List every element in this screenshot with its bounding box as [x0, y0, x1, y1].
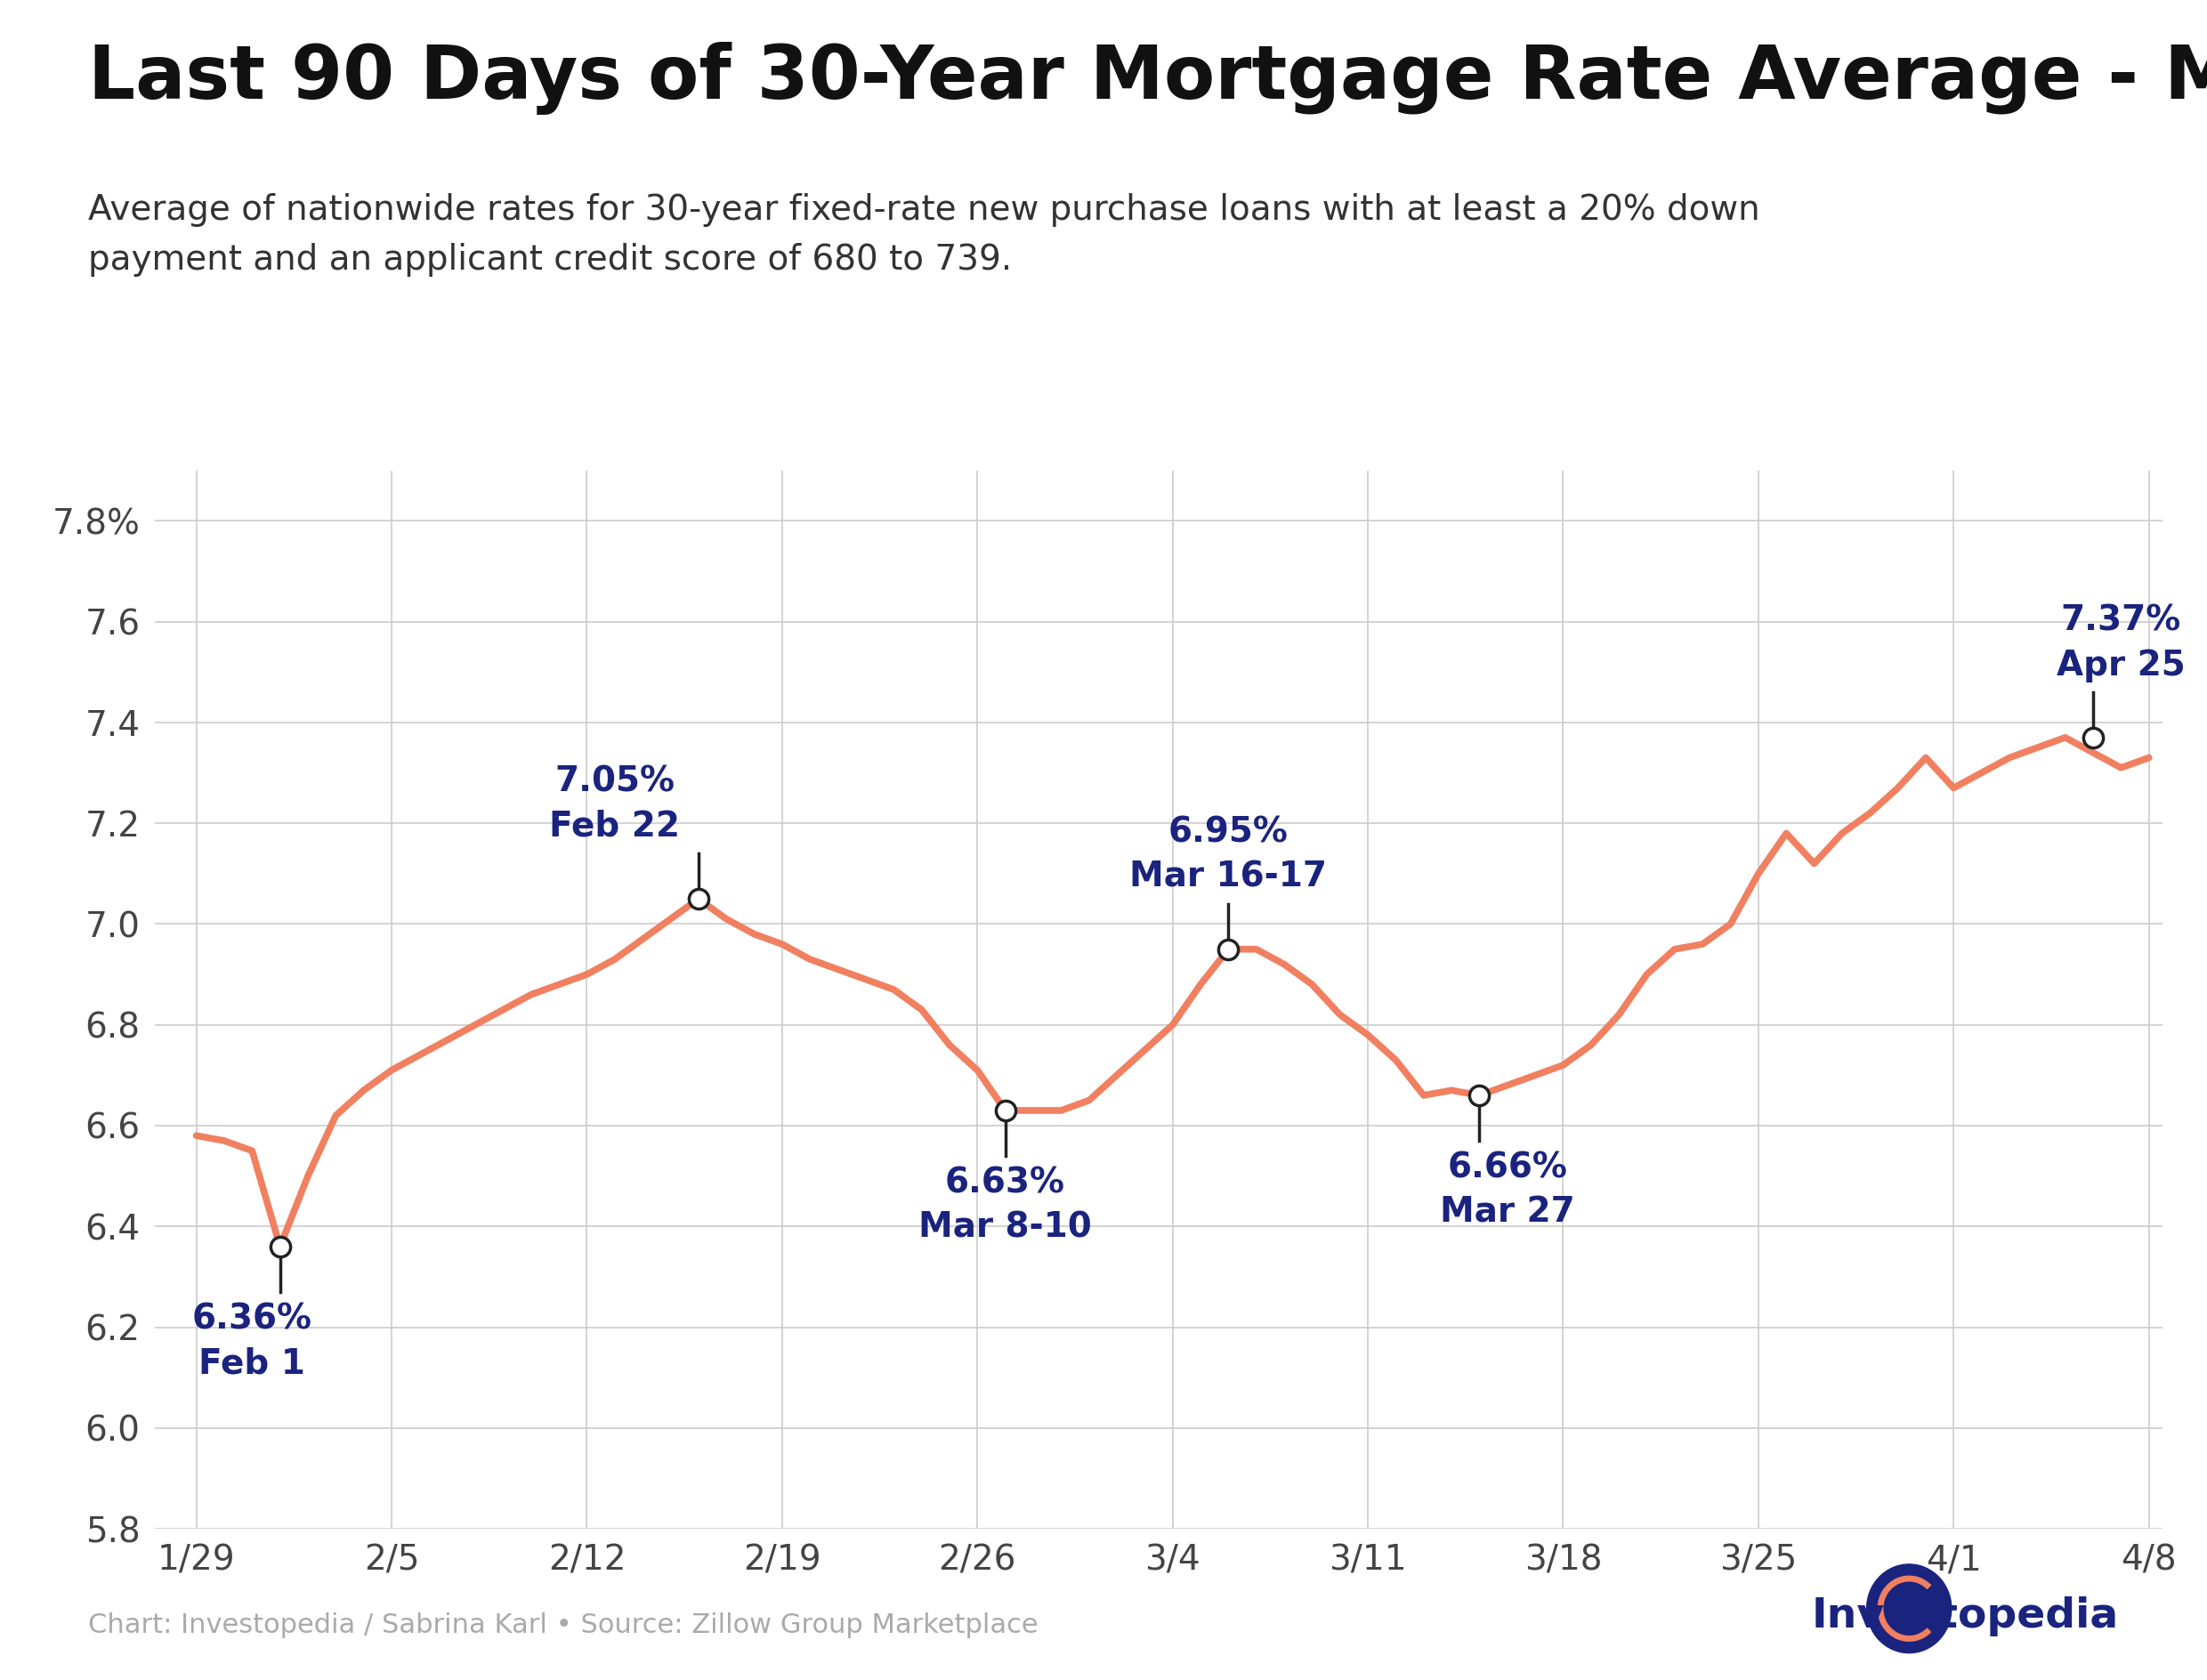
Text: Last 90 Days of 30-Year Mortgage Rate Average - May 1, 2024: Last 90 Days of 30-Year Mortgage Rate Av…	[88, 42, 2207, 114]
Text: 6.66%
Mar 27: 6.66% Mar 27	[1439, 1151, 1576, 1230]
Text: 7.05%
Feb 22: 7.05% Feb 22	[550, 764, 680, 843]
Text: 6.95%
Mar 16-17: 6.95% Mar 16-17	[1130, 815, 1326, 894]
Text: 6.36%
Feb 1: 6.36% Feb 1	[192, 1302, 311, 1381]
Text: Chart: Investopedia / Sabrina Karl • Source: Zillow Group Marketplace: Chart: Investopedia / Sabrina Karl • Sou…	[88, 1613, 1037, 1638]
Text: Investopedia: Investopedia	[1812, 1596, 2119, 1636]
Circle shape	[1867, 1564, 1951, 1653]
Text: Average of nationwide rates for 30-year fixed-rate new purchase loans with at le: Average of nationwide rates for 30-year …	[88, 193, 1761, 277]
Text: 7.37%
Apr 25: 7.37% Apr 25	[2057, 603, 2185, 682]
Text: 6.63%
Mar 8-10: 6.63% Mar 8-10	[918, 1166, 1092, 1245]
